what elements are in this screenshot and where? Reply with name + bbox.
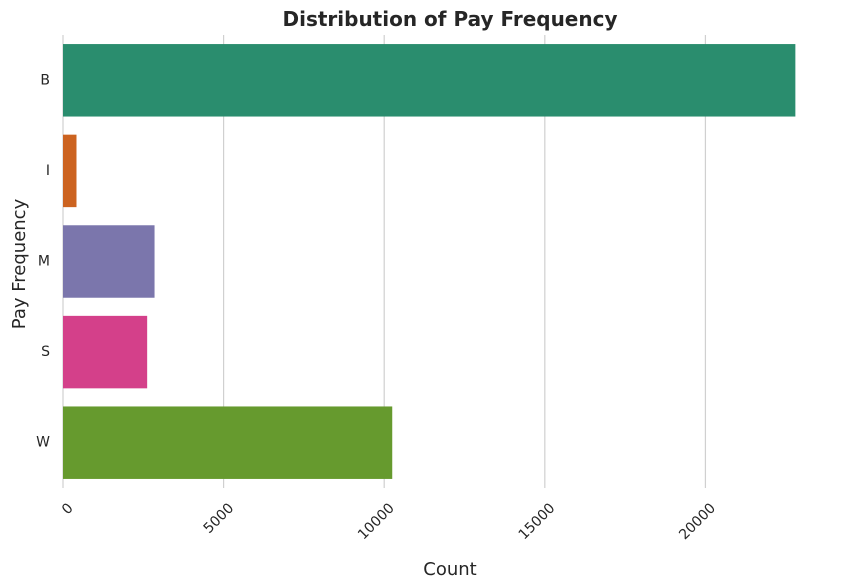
y-tick-label: B [40, 72, 50, 88]
y-tick-label: M [38, 254, 50, 270]
x-tick-label: 15000 [516, 500, 559, 543]
x-tick-label: 20000 [676, 500, 719, 543]
bars [63, 44, 796, 479]
chart-title: Distribution of Pay Frequency [282, 7, 617, 31]
y-tick-labels: B I M S W [36, 72, 50, 450]
bar-s [63, 315, 148, 389]
x-axis-label: Count [423, 559, 476, 580]
x-tick-label: 5000 [201, 500, 238, 537]
bar-m [63, 225, 155, 298]
y-tick-label: I [46, 163, 50, 179]
x-tick-label: 0 [59, 500, 77, 518]
x-tick-label: 10000 [355, 500, 398, 543]
y-tick-label: W [36, 435, 50, 451]
y-axis-label: Pay Frequency [9, 198, 30, 329]
x-tick-labels: 0 5000 10000 15000 20000 [59, 500, 719, 543]
y-tick-label: S [41, 344, 50, 360]
bar-i [63, 134, 77, 208]
bar-w [63, 406, 393, 479]
bar-b [63, 44, 796, 117]
